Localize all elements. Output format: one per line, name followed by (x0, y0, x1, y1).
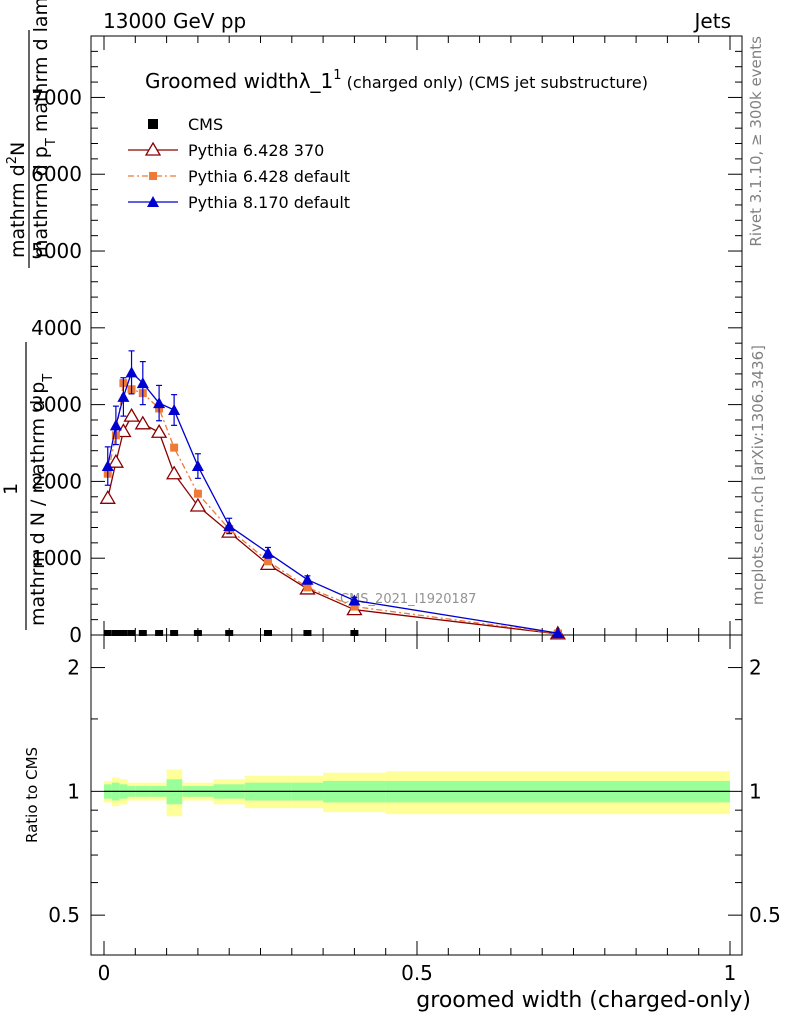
legend-marker-p6-370 (144, 141, 162, 156)
data-point-p8-default (301, 573, 314, 585)
header-energy: 13000 GeV pp (103, 9, 246, 33)
rivet-label: Rivet 3.1.10, ≥ 300k events (747, 36, 765, 247)
ratio-axis-ticks: 0 0.5 1 0.5 0.5 1 1 2 2 (48, 635, 781, 985)
data-point-cms (119, 630, 128, 636)
data-point-p6-370 (107, 453, 125, 468)
y-label-inverse: mathrm d N / mathrm d pT (27, 374, 56, 626)
data-point-p8-default (191, 460, 204, 472)
y-tick-label: 7000 (31, 85, 82, 109)
series-line (107, 381, 558, 635)
ratio-tick-label-right: 2 (749, 656, 762, 680)
x-tick-label: 0.5 (401, 961, 433, 985)
legend-label-p6-default: Pythia 6.428 default (188, 167, 350, 186)
y-tick-label: 2000 (31, 469, 82, 493)
y-label-denominator: mathrm d pT mathrm d lambda (30, 0, 59, 258)
data-point-cms (350, 630, 359, 636)
x-tick-label: 1 (724, 961, 737, 985)
ratio-tick-label-right: 1 (749, 779, 762, 803)
data-point-p6-default (350, 602, 359, 611)
ratio-tick-label-right: 0.5 (749, 903, 781, 927)
header-process: Jets (693, 9, 731, 33)
data-point-cms (127, 630, 136, 636)
data-point-cms (264, 630, 273, 636)
data-point-p6-370 (150, 423, 168, 438)
data-point-p6-370 (189, 497, 207, 512)
analysis-watermark: CMS_2021_I1920187 (340, 592, 476, 607)
data-point-p8-default (551, 627, 564, 639)
legend-label-cms: CMS (188, 115, 223, 134)
legend-marker-cms (148, 119, 158, 129)
data-point-p8-default (153, 397, 166, 409)
data-point-p8-default (101, 460, 114, 472)
data-point-p8-default (348, 594, 361, 606)
data-point-p8-default (125, 366, 138, 378)
ratio-y-label: Ratio to CMS (23, 747, 41, 843)
data-point-p8-default (262, 546, 275, 558)
data-point-p6-370 (123, 407, 140, 422)
y-label-numerator: mathrm d2N (5, 142, 29, 258)
data-point-p8-default (136, 377, 149, 389)
data-point-cms (303, 630, 312, 636)
data-point-p6-default (170, 443, 179, 452)
data-point-p6-default (303, 583, 312, 592)
plot-title: Groomed widthλ_11 (charged only) (CMS je… (145, 68, 648, 93)
legend-marker-p8-default (147, 196, 159, 207)
series-layer (99, 350, 566, 640)
legend: CMS Pythia 6.428 370 Pythia 6.428 defaul… (128, 115, 350, 212)
data-point-cms (170, 630, 179, 636)
data-point-cms (225, 630, 234, 636)
ratio-tick-label-left: 2 (67, 656, 80, 680)
data-point-cms (155, 630, 164, 636)
ratio-uncertainty-bands (104, 769, 730, 817)
mcplots-label: mcplots.cern.ch [arXiv:1306.3436] (749, 345, 767, 605)
legend-marker-p6-default (149, 172, 157, 180)
data-point-p6-default (193, 489, 202, 498)
x-axis-label: groomed width (charged-only) (416, 988, 751, 1013)
x-tick-label: 0 (98, 961, 111, 985)
data-point-p6-370 (165, 465, 183, 480)
y-tick-label: 3000 (31, 393, 82, 417)
data-point-cms (138, 630, 147, 636)
data-point-p8-default (168, 403, 181, 415)
data-point-p6-370 (134, 415, 151, 430)
y-tick-label: 6000 (31, 162, 82, 186)
ratio-tick-label-left: 1 (67, 779, 80, 803)
data-point-p8-default (109, 419, 122, 431)
data-point-cms (111, 630, 120, 636)
y-tick-label: 5000 (31, 239, 82, 263)
data-point-p6-370 (115, 423, 132, 438)
data-point-p6-default (264, 557, 273, 566)
data-point-p8-default (223, 519, 236, 531)
data-point-cms (103, 630, 112, 636)
ratio-tick-label-left: 0.5 (48, 903, 80, 927)
legend-label-p8-default: Pythia 8.170 default (188, 193, 350, 212)
y-tick-label: 0 (69, 623, 82, 647)
main-axis-ticks: 0 1000 2000 3000 4000 5000 6000 7000 (31, 35, 742, 647)
data-point-cms (193, 630, 202, 636)
y-tick-label: 1000 (31, 546, 82, 570)
y-axis-label: mathrm d2N mathrm d pT mathrm d lambda 1… (0, 0, 59, 630)
y-label-one: 1 (0, 483, 22, 495)
legend-label-p6-370: Pythia 6.428 370 (188, 141, 324, 160)
data-point-p6-370 (99, 490, 116, 504)
data-point-p8-default (117, 390, 130, 402)
y-tick-label: 4000 (31, 316, 82, 340)
